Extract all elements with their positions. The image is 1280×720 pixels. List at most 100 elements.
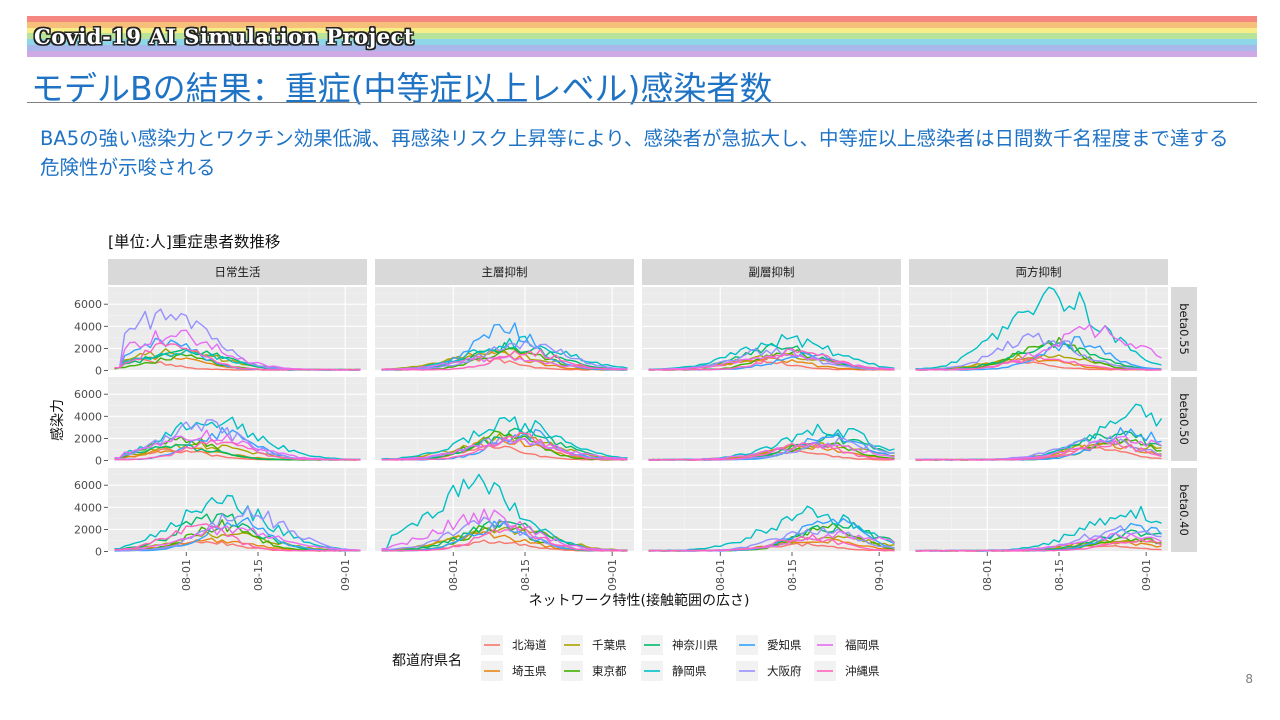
legend-label: 埼玉県: [512, 664, 547, 678]
panel-background: [375, 468, 634, 552]
legend-label: 東京都: [592, 664, 627, 678]
x-tick-label: 08-15: [1053, 559, 1066, 591]
panel-background: [375, 377, 634, 461]
legend-label: 静岡県: [672, 664, 707, 678]
y-tick-label: 6000: [74, 479, 102, 492]
legend-label: 神奈川県: [672, 638, 718, 652]
facet-panel: [375, 468, 634, 553]
x-tick-label: 09-01: [606, 559, 619, 591]
slide-subtitle: BA5の強い感染力とワクチン効果低減、再感染リスク上昇等により、感染者が急拡大し…: [40, 127, 1229, 179]
series-line: [381, 348, 628, 371]
rainbow-banner: [27, 16, 1257, 57]
series-line: [114, 517, 361, 552]
x-tick-label: 08-01: [714, 559, 727, 591]
panel-background: [642, 377, 901, 461]
series-line: [114, 523, 361, 552]
series-line: [381, 437, 628, 461]
x-tick-label: 09-01: [873, 559, 886, 591]
series-line: [381, 525, 628, 552]
y-tick-label: 2000: [74, 432, 102, 445]
y-tick-label: 2000: [74, 342, 102, 355]
y-axis-label: 感染力: [49, 399, 66, 441]
series-line: [915, 332, 1162, 371]
facet-strip-label: 副層抑制: [749, 265, 795, 279]
series-line: [381, 340, 628, 371]
series-line: [381, 416, 628, 460]
facet-panel: [108, 287, 367, 372]
rainbow-stripe: [27, 16, 1257, 22]
series-line: [915, 286, 1162, 370]
facet-strip: [1171, 377, 1197, 461]
y-tick-label: 2000: [74, 523, 102, 536]
facet-panel: [642, 377, 901, 462]
facet-strip-label: beta0.55: [1177, 303, 1191, 355]
y-tick-label: 4000: [74, 410, 102, 423]
facet-panel: [642, 468, 901, 553]
series-line: [114, 506, 361, 552]
series-line: [648, 505, 895, 552]
facet-panel: [909, 468, 1168, 553]
facet-strip-label: 主層抑制: [482, 265, 528, 279]
x-tick-label: 09-01: [339, 559, 352, 591]
series-line: [114, 342, 361, 371]
y-tick-label: 6000: [74, 298, 102, 311]
series-line: [114, 429, 361, 461]
y-tick-label: 0: [95, 546, 102, 559]
facet-panel: [375, 377, 634, 462]
x-tick-label: 08-01: [447, 559, 460, 591]
facet-strip: [108, 259, 367, 285]
series-line: [114, 416, 361, 461]
legend-label: 福岡県: [845, 638, 880, 652]
series-line: [648, 533, 895, 552]
x-tick-label: 09-01: [1140, 559, 1153, 591]
facet-panel: [642, 287, 901, 372]
y-tick-label: 0: [95, 365, 102, 378]
series-line: [114, 525, 361, 552]
y-tick-label: 4000: [74, 320, 102, 333]
facet-strip-label: beta0.40: [1177, 484, 1191, 536]
x-tick-label: 08-15: [519, 559, 532, 591]
rainbow-stripe: [27, 33, 1257, 40]
facet-strip: [1171, 468, 1197, 552]
x-tick-label: 08-15: [252, 559, 265, 591]
rainbow-stripe: [27, 39, 1257, 45]
rainbow-stripe: [27, 21, 1257, 28]
x-tick-label: 08-15: [786, 559, 799, 591]
facet-panel: [909, 377, 1168, 462]
legend-label: 愛知県: [767, 638, 802, 652]
series-line: [915, 539, 1162, 552]
facet-panel: [375, 287, 634, 372]
series-line: [381, 508, 628, 552]
rainbow-stripe: [27, 27, 1257, 34]
x-tick-label: 08-01: [981, 559, 994, 591]
series-line: [915, 440, 1162, 461]
legend-title: 都道府県名: [392, 653, 462, 669]
brand-logo-text: Covid-19 AI Simulation Project: [34, 24, 415, 49]
facet-panel: [909, 286, 1168, 372]
legend-label: 沖縄県: [845, 664, 880, 678]
legend-label: 北海道: [512, 638, 547, 652]
facet-strip: [375, 259, 634, 285]
series-line: [114, 438, 361, 461]
series-line: [114, 531, 361, 552]
page-number: 8: [1245, 672, 1253, 686]
y-tick-label: 4000: [74, 501, 102, 514]
facet-strip: [1171, 287, 1197, 371]
series-line: [648, 334, 895, 370]
series-line: [114, 494, 361, 552]
facet-panel: [108, 468, 367, 553]
y-tick-label: 6000: [74, 388, 102, 401]
facet-strip: [909, 259, 1168, 285]
series-line: [648, 347, 895, 371]
facet-strip-label: 日常生活: [215, 265, 261, 279]
facet-strip-label: 両方抑制: [1016, 265, 1062, 279]
y-tick-label: 0: [95, 455, 102, 468]
facet-strip-label: beta0.50: [1177, 393, 1191, 445]
series-line: [381, 355, 628, 371]
panel-background: [909, 377, 1168, 461]
rainbow-stripe: [27, 44, 1257, 51]
chart-title: [単位:人]重症患者数推移: [108, 233, 280, 251]
series-line: [648, 442, 895, 461]
rainbow-stripe: [27, 50, 1257, 57]
